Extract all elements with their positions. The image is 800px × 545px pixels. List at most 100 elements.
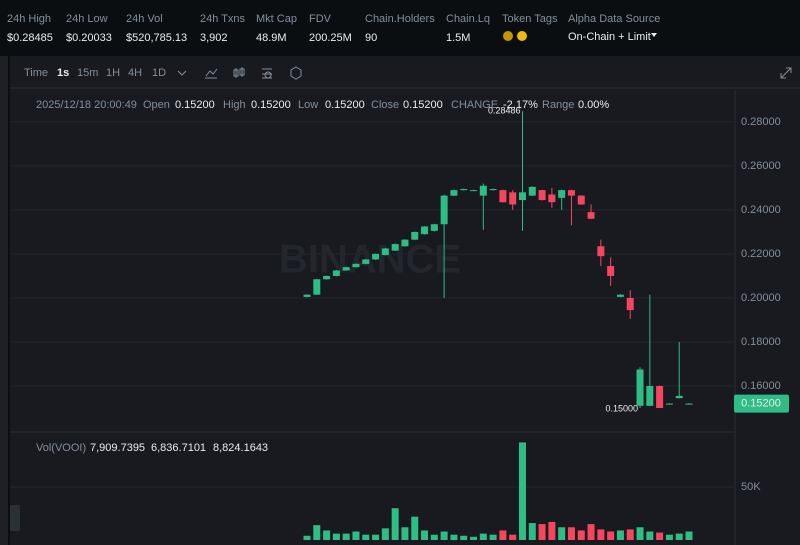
candle-body [421,226,429,235]
volume-bar [313,525,321,540]
volume-bar [675,533,683,540]
candle-body [558,190,566,198]
candle-body [548,194,556,203]
side-tab[interactable] [10,505,20,531]
interval-button[interactable]: 4H [128,67,142,79]
candle-body [577,195,585,205]
settings-icon[interactable] [262,68,272,79]
ohlc-label: Low [298,99,318,111]
stat-label: Chain.Lq [446,13,490,25]
watermark: BINANCE [279,238,461,282]
candle-body [646,386,654,406]
volume-value: 8,824.1643 [213,442,268,454]
volume-bar [342,533,350,540]
volume-bar [499,530,507,540]
candle-body [518,192,526,201]
ohlc-label: Range [542,99,574,111]
candle-body [470,190,478,192]
volume-bar [626,529,634,540]
candle-body [450,190,458,196]
interval-button[interactable]: 1s [57,67,69,79]
candle-body [352,263,360,268]
ohlc-value: 0.15200 [251,99,291,111]
volume-bar [567,527,575,540]
candle-body [597,246,605,257]
volume-bar [421,530,429,540]
stat-value: 1.5M [446,32,470,44]
y-tick-label: 50K [741,481,761,493]
ohlc-value: 0.15200 [175,99,215,111]
interval-button: Time [24,67,48,79]
candle-body [489,189,497,191]
volume-bar [636,527,644,540]
stat-label: Mkt Cap [256,13,297,25]
volume-bar [352,531,360,540]
y-tick-label: 0.26000 [741,160,781,172]
toolbar-icons[interactable] [177,66,792,80]
volume-bar [440,531,448,540]
stat-label: FDV [309,13,332,25]
candle-body [362,259,370,264]
volume-bar [460,535,468,540]
candle-body [303,294,311,297]
candle-body [665,403,673,405]
volume-bar [518,442,526,540]
candle-body [636,369,644,406]
volume-bar [538,524,546,540]
ohlc-date: 2025/12/18 20:00:49 [36,99,137,111]
volume-bar [665,534,673,540]
candle-body [616,294,624,297]
candle-body [460,189,468,191]
volume-bar [411,516,419,540]
expand-icon[interactable] [780,67,792,79]
volume-bar [332,533,340,540]
ohlc-label: Close [371,99,399,111]
volume-bar [528,523,536,540]
stat-value: 200.25M [309,32,352,44]
candle-body [381,248,389,256]
candle-body [411,231,419,240]
line-tool-icon[interactable] [205,68,218,79]
stat-label: Chain.Holders [365,13,435,25]
candle-body [313,279,321,295]
ohlc-value: -2.17% [503,99,538,111]
candle-body [430,224,438,231]
volume-bar [323,530,331,540]
source-caret[interactable] [651,33,657,37]
interval-button[interactable]: 15m [77,67,98,79]
volume-bar [656,532,664,540]
candle-body [675,395,683,399]
candle-body [401,239,409,247]
sidebar [0,56,8,545]
volume-bar [381,528,389,540]
volume-bar [548,521,556,540]
stat-value: 48.9M [256,32,287,44]
volume-value: 7,909.7395 [90,442,145,454]
candle-body [567,190,575,196]
ohlc-label: CHANGE [451,99,498,111]
volume-bar [479,533,487,540]
ohlc-label: High [223,99,246,111]
volume-bar [401,527,409,540]
stat-label: Token Tags [502,13,558,25]
volume-bar [450,534,458,540]
candle-body [479,185,487,196]
candle-body [626,297,634,311]
y-tick-label: 0.20000 [741,292,781,304]
dropdown-icon[interactable] [177,70,187,76]
stat-value: $0.20033 [66,32,112,44]
y-tick-label: 0.18000 [741,336,781,348]
candle-body [499,190,507,203]
interval-button[interactable]: 1D [152,67,166,79]
indicator-icon[interactable] [290,66,302,80]
stat-label: Alpha Data Source [568,13,660,25]
volume-bar [607,531,615,540]
interval-button[interactable]: 1H [106,67,120,79]
stat-value[interactable]: On-Chain + Limit [568,31,651,43]
y-tick-label: 0.22000 [741,248,781,260]
candle-body [528,186,536,196]
stat-value: 3,902 [200,32,228,44]
candle-tool-icon[interactable] [233,67,245,78]
last-price-tag [734,394,789,413]
